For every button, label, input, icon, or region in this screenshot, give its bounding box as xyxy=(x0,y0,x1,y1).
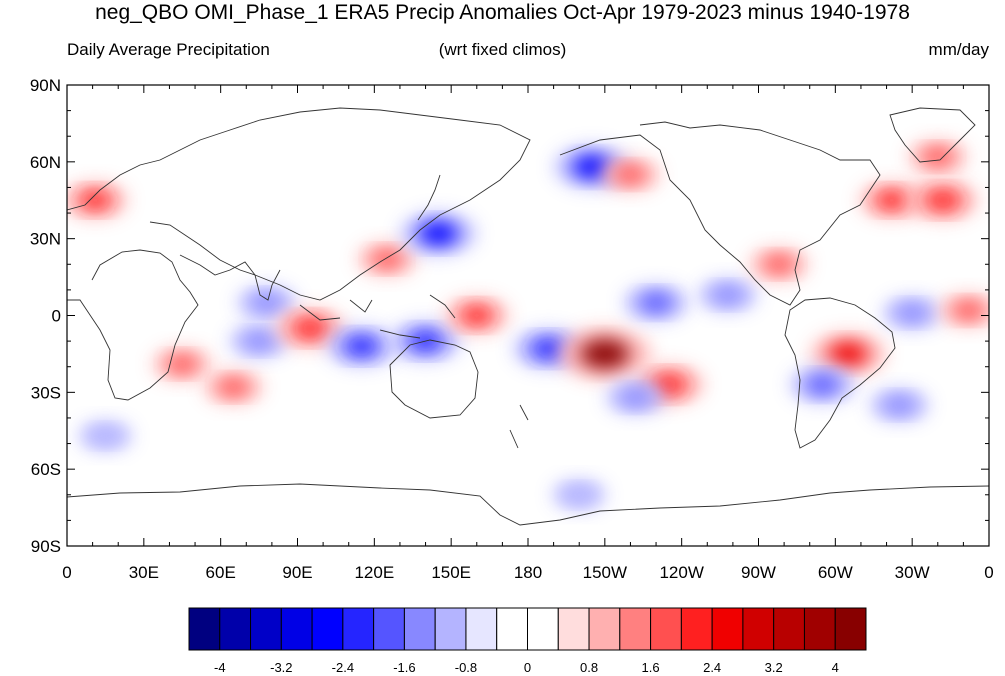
lat-tick-label: 30S xyxy=(31,383,61,402)
lon-tick-label: 0 xyxy=(984,563,993,582)
lon-tick-label: 90E xyxy=(282,563,312,582)
colorbar-swatch xyxy=(342,607,375,651)
lon-tick-label: 150W xyxy=(583,563,627,582)
anomaly-core xyxy=(828,342,868,366)
lat-tick-label: 0 xyxy=(52,307,61,326)
anomaly-core xyxy=(566,486,593,503)
colorbar-swatch xyxy=(434,607,467,651)
map-border xyxy=(66,84,990,547)
lat-tick-label: 60S xyxy=(31,460,61,479)
lon-tick-label: 30W xyxy=(895,563,930,582)
lat-tick-label: 90S xyxy=(31,537,61,556)
colorbar-swatch xyxy=(803,607,836,651)
colorbar-swatch xyxy=(280,607,313,651)
colorbar-label: -0.8 xyxy=(455,660,477,675)
anomaly-core xyxy=(167,355,197,374)
colorbar-swatch xyxy=(188,607,221,651)
colorbar: -4 -3.2 -2.4 -1.6 -0.8 0 0.8 1.6 2.4 3.2 4 xyxy=(188,607,867,675)
colorbar-swatch xyxy=(834,607,867,651)
lon-tick-label: 30E xyxy=(129,563,159,582)
colorbar-label: 2.4 xyxy=(703,660,721,675)
lon-tick-label: 60E xyxy=(206,563,236,582)
anomaly-core xyxy=(244,332,274,350)
lat-tick-label: 90N xyxy=(30,76,61,95)
anomaly-core xyxy=(897,304,927,322)
colorbar-swatch xyxy=(311,607,344,651)
colorbar-label: 4 xyxy=(832,660,839,675)
lon-tick-label: 60W xyxy=(818,563,853,582)
colorbar-swatch xyxy=(496,607,528,651)
lon-tick-label: 180 xyxy=(514,563,542,582)
lon-tick-label: 90W xyxy=(741,563,776,582)
anomaly-core xyxy=(713,286,743,304)
colorbar-swatch xyxy=(588,607,621,651)
anomaly-core xyxy=(92,427,119,444)
colorbar-swatch xyxy=(465,607,498,651)
anomaly-core xyxy=(884,396,914,414)
coastlines xyxy=(67,107,989,526)
colorbar-label: -3.2 xyxy=(270,660,292,675)
colorbar-swatch xyxy=(373,607,405,651)
map-title: neg_QBO OMI_Phase_1 ERA5 Precip Anomalie… xyxy=(95,1,910,24)
colorbar-swatch xyxy=(650,607,682,651)
anomaly-core xyxy=(219,378,248,397)
anomaly-core xyxy=(79,190,112,211)
anomaly-field xyxy=(67,140,989,510)
anomaly-core xyxy=(580,339,629,369)
colorbar-swatch xyxy=(680,607,713,651)
anomaly-core xyxy=(616,165,645,184)
colorbar-swatch xyxy=(403,607,436,651)
colorbar-label: 3.2 xyxy=(765,660,783,675)
anomaly-core xyxy=(460,305,493,326)
colorbar-swatch xyxy=(742,607,775,651)
lon-tick-label: 0 xyxy=(62,563,71,582)
lon-tick-label: 150E xyxy=(431,563,471,582)
colorbar-swatch xyxy=(711,607,744,651)
colorbar-label: 1.6 xyxy=(642,660,660,675)
colorbar-swatch xyxy=(527,607,559,651)
subtitle-units: mm/day xyxy=(928,40,989,59)
colorbar-label: -1.6 xyxy=(393,660,415,675)
anomaly-core xyxy=(923,147,953,166)
anomaly-core xyxy=(925,189,961,212)
colorbar-swatch xyxy=(250,607,282,651)
anomaly-core xyxy=(621,388,650,407)
anomaly-core xyxy=(372,250,402,268)
colorbar-label: -4 xyxy=(214,660,226,675)
colorbar-swatch xyxy=(773,607,805,651)
anomaly-core xyxy=(419,221,458,246)
colorbar-swatch xyxy=(557,607,590,651)
lat-tick-label: 30N xyxy=(30,230,61,249)
anomaly-core xyxy=(640,292,673,313)
anomaly-core xyxy=(252,293,282,312)
lon-tick-label: 120W xyxy=(659,563,703,582)
anomaly-core xyxy=(954,301,983,320)
anomaly-core xyxy=(343,335,380,357)
colorbar-swatch xyxy=(219,607,252,651)
anomaly-core xyxy=(292,317,328,340)
anomaly-core xyxy=(806,374,839,395)
colorbar-label: 0 xyxy=(524,660,531,675)
anomaly-core xyxy=(530,338,567,360)
anomaly-core xyxy=(764,255,794,274)
lon-tick-label: 120E xyxy=(354,563,394,582)
colorbar-swatch xyxy=(619,607,652,651)
map-frame: 0 30E 60E 90E 120E 150E 180 150W 120W 90W 60W 30W 09… xyxy=(30,76,994,582)
subtitle-center: (wrt fixed climos) xyxy=(438,40,567,59)
colorbar-label: -2.4 xyxy=(332,660,354,675)
colorbar-label: 0.8 xyxy=(580,660,598,675)
subtitle-left: Daily Average Precipitation xyxy=(67,40,270,59)
anomaly-core xyxy=(875,190,908,211)
lat-tick-label: 60N xyxy=(30,153,61,172)
